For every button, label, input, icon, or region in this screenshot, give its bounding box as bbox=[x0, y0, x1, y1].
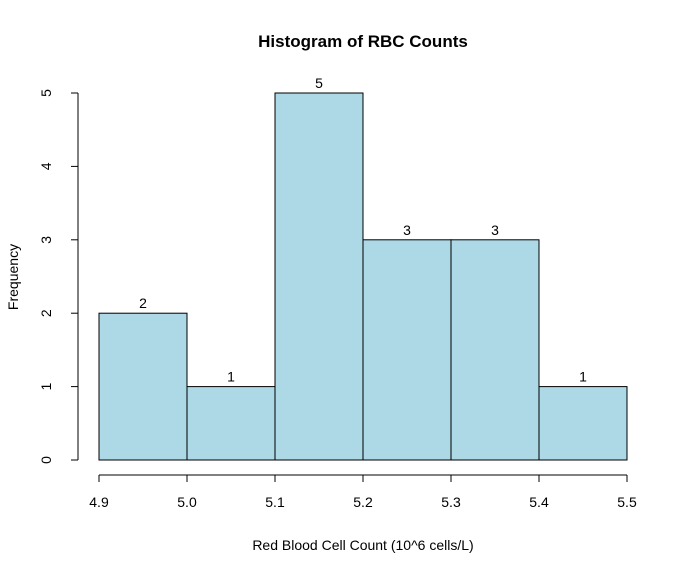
chart-title: Histogram of RBC Counts bbox=[258, 32, 468, 51]
x-tick-label-3: 5.2 bbox=[353, 494, 373, 510]
bar-count-label-4: 3 bbox=[491, 222, 499, 238]
bar-count-label-3: 3 bbox=[403, 222, 411, 238]
histogram-bar-4 bbox=[450, 239, 540, 461]
bar-count-label-5: 1 bbox=[579, 369, 587, 385]
y-tick-label-5: 5 bbox=[38, 89, 54, 97]
bar-count-label-2: 5 bbox=[315, 75, 323, 91]
y-axis: 0 1 2 3 4 5 bbox=[38, 89, 79, 464]
y-tick-label-0: 0 bbox=[38, 456, 54, 464]
histogram-bar-3 bbox=[362, 239, 452, 461]
x-tick-label-2: 5.1 bbox=[265, 494, 285, 510]
y-tick-label-1: 1 bbox=[38, 382, 54, 390]
x-tick-label-4: 5.3 bbox=[441, 494, 461, 510]
histogram-bar-2 bbox=[274, 92, 364, 461]
y-axis-label: Frequency bbox=[5, 244, 21, 310]
x-axis: 4.9 5.0 5.1 5.2 5.3 5.4 5.5 bbox=[89, 474, 637, 510]
bars-group: 2 1 5 3 3 1 bbox=[98, 75, 628, 461]
x-tick-label-6: 5.5 bbox=[617, 494, 637, 510]
x-tick-label-5: 5.4 bbox=[529, 494, 549, 510]
bar-count-label-0: 2 bbox=[139, 295, 147, 311]
histogram-bar-1 bbox=[186, 386, 276, 461]
histogram-bar-0 bbox=[98, 312, 188, 461]
y-tick-label-3: 3 bbox=[38, 236, 54, 244]
bar-count-label-1: 1 bbox=[227, 369, 235, 385]
y-tick-label-2: 2 bbox=[38, 309, 54, 317]
histogram-bar-5 bbox=[538, 386, 628, 461]
x-axis-label: Red Blood Cell Count (10^6 cells/L) bbox=[252, 537, 473, 553]
x-tick-label-0: 4.9 bbox=[89, 494, 109, 510]
x-tick-label-1: 5.0 bbox=[177, 494, 197, 510]
y-tick-label-4: 4 bbox=[38, 162, 54, 170]
